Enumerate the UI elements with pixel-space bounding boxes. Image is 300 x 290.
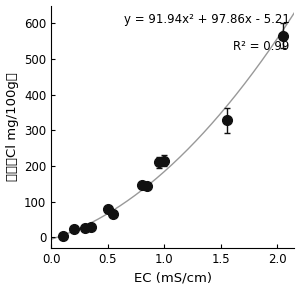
X-axis label: EC (mS/cm): EC (mS/cm) xyxy=(134,271,212,284)
Text: R² = 0.99: R² = 0.99 xyxy=(233,39,290,52)
Text: y = 91.94x² + 97.86x - 5.21: y = 91.94x² + 97.86x - 5.21 xyxy=(124,13,290,26)
Y-axis label: 塗素（Cl mg/100g）: 塗素（Cl mg/100g） xyxy=(6,72,19,181)
